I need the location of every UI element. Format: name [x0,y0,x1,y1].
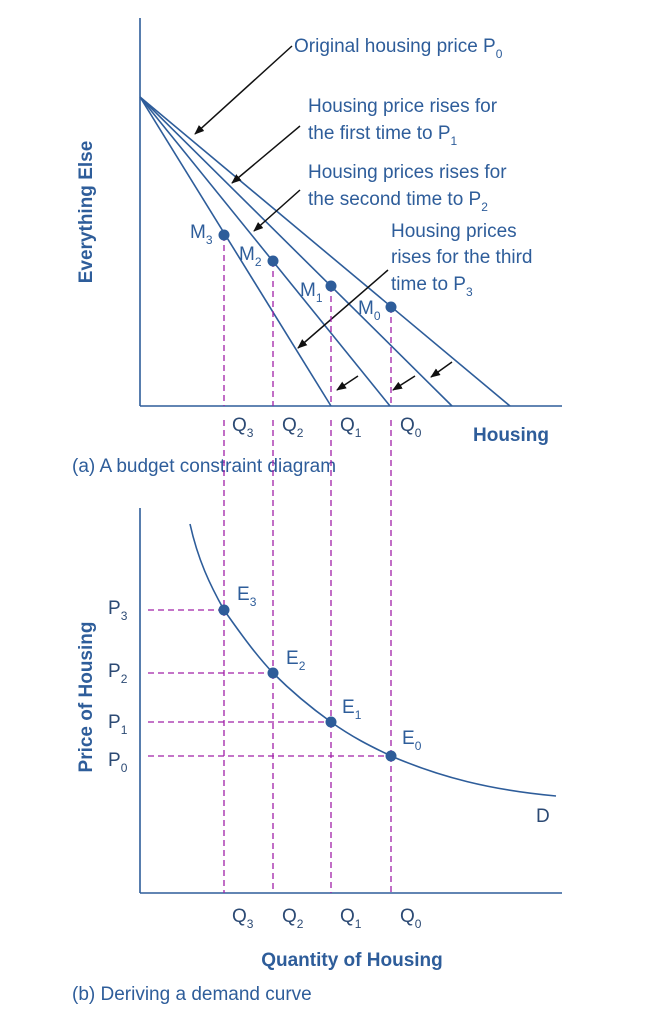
label-e3: E3 [237,584,257,609]
annotation-p1: Housing price rises for the first time t… [308,96,502,148]
shift-arrow-2 [392,375,416,391]
shift-arrow-3 [336,375,359,391]
arrow-p3 [297,269,389,349]
tick-a-q2: Q2 [282,415,304,440]
tick-a-q1: Q1 [340,415,362,440]
tick-a-q3: Q3 [232,415,254,440]
panel-a-caption: (a) A budget constraint diagram [72,456,336,477]
label-e0: E0 [402,728,422,753]
demand-curve [189,523,557,797]
point-e1 [325,716,337,728]
tick-b-q0: Q0 [400,906,422,931]
label-e2: E2 [286,648,306,673]
panel-a-y-title: Everything Else [76,141,97,284]
label-m1: M1 [300,280,323,305]
label-m0: M0 [358,298,381,323]
tick-a-q0: Q0 [400,415,422,440]
budget-line-p0 [139,96,511,407]
panel-a-x-title: Housing [473,425,549,446]
point-e3 [218,604,230,616]
panel-connectors [223,420,392,756]
panel-b-caption: (b) Deriving a demand curve [72,984,312,1005]
tick-b-p0: P0 [108,750,128,775]
tick-b-q1: Q1 [340,906,362,931]
arrow-p2 [253,189,301,232]
point-e0 [385,750,397,762]
point-m0 [385,301,397,313]
panel-b-x-title: Quantity of Housing [261,950,443,971]
demand-label: D [536,806,550,827]
shift-arrow-1 [430,361,453,378]
point-e2 [267,667,279,679]
label-e1: E1 [342,697,362,722]
annotation-p0: Original housing price P0 [294,36,503,61]
tick-b-q3: Q3 [232,906,254,931]
label-m2: M2 [239,244,262,269]
arrow-p0 [194,45,293,135]
tick-b-p2: P2 [108,661,128,686]
point-m1 [325,280,337,292]
budget-line-p2 [139,96,391,407]
label-m3: M3 [190,222,213,247]
tick-b-p3: P3 [108,598,128,623]
tick-b-p1: P1 [108,712,128,737]
annotation-p2: Housing prices rises for the second time… [308,162,512,214]
tick-b-q2: Q2 [282,906,304,931]
annotation-p3: Housing prices rises for the third time … [391,221,538,299]
panel-b-y-title: Price of Housing [76,622,97,773]
panel-b: E3 E2 E1 E0 D P3 P2 P1 P0 Q3 Q2 Q1 Q0 Qu… [72,508,562,1005]
point-m3 [218,229,230,241]
arrow-p1 [231,125,301,184]
budget-line-p3 [139,96,332,407]
budget-line-p1 [139,96,453,407]
panel-a: Original housing price P0 Housing price … [72,18,562,477]
point-m2 [267,255,279,267]
